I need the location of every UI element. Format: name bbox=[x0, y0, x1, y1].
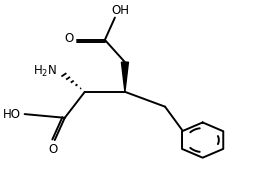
Text: O: O bbox=[49, 143, 58, 156]
Text: O: O bbox=[64, 33, 74, 46]
Polygon shape bbox=[121, 62, 128, 92]
Text: HO: HO bbox=[3, 108, 21, 121]
Text: H$_2$N: H$_2$N bbox=[33, 64, 57, 79]
Text: OH: OH bbox=[111, 4, 129, 17]
